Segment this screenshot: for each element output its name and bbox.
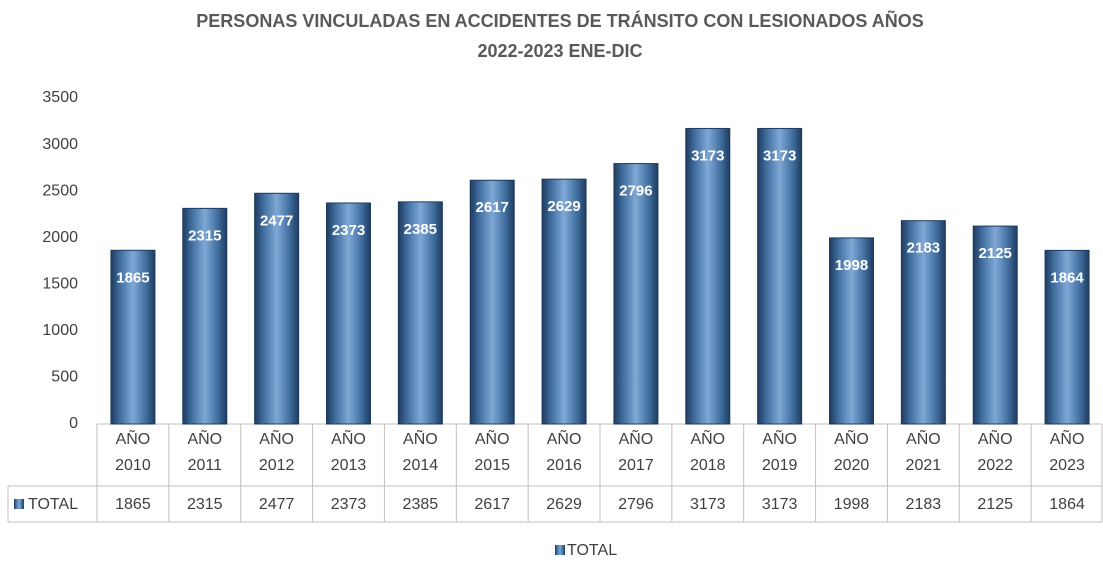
y-tick-label: 1500 <box>42 276 78 293</box>
legend-label: TOTAL <box>567 542 617 559</box>
y-tick-label: 1000 <box>42 322 78 339</box>
bar <box>972 225 1018 425</box>
x-tick-label-line: 2010 <box>115 457 151 474</box>
x-tick-label-line: 2017 <box>618 457 654 474</box>
table-cell: 2477 <box>259 496 295 513</box>
y-tick-label: 0 <box>69 415 78 432</box>
x-tick-label-line: 2011 <box>188 457 223 474</box>
x-tick-label-line: 2015 <box>474 457 510 474</box>
x-tick-label-line: AÑO <box>259 428 294 448</box>
x-tick-label: AÑO 2019 <box>762 428 798 474</box>
data-label: 1998 <box>835 257 868 274</box>
x-tick-label-line: AÑO <box>978 428 1013 448</box>
bar <box>829 237 874 425</box>
x-tick-label-line: 2013 <box>331 457 367 474</box>
x-tick-label: AÑO 2011 <box>187 428 222 474</box>
y-tick-label: 2000 <box>42 229 78 246</box>
x-tick-label: AÑO 2022 <box>977 428 1013 474</box>
bar <box>397 201 443 425</box>
x-tick-label: AÑO 2010 <box>115 428 151 474</box>
data-label: 2629 <box>547 198 580 215</box>
data-label: 2796 <box>619 183 652 200</box>
table-cell: 2373 <box>331 496 367 513</box>
x-tick-label: AÑO 2021 <box>906 428 942 474</box>
data-label: 2477 <box>260 212 293 229</box>
x-tick-label: AÑO 2020 <box>834 428 870 474</box>
x-tick-label-line: 2016 <box>546 457 582 474</box>
bar <box>685 127 731 425</box>
y-tick-label: 500 <box>51 369 78 386</box>
x-tick-label: AÑO 2013 <box>331 428 367 474</box>
table-cell: 3173 <box>690 496 726 513</box>
x-tick-label: AÑO 2018 <box>690 428 726 474</box>
x-tick-label-line: AÑO <box>619 428 654 448</box>
x-tick-label-line: AÑO <box>403 428 438 448</box>
table-cell: 1998 <box>834 496 870 513</box>
y-tick-label: 3500 <box>42 89 78 106</box>
x-tick-label-line: AÑO <box>906 428 941 448</box>
data-label: 3173 <box>691 147 724 164</box>
table-cell: 2315 <box>187 496 223 513</box>
x-tick-label: AÑO 2016 <box>546 428 582 474</box>
x-tick-label-line: AÑO <box>547 428 582 448</box>
table-cell: 1864 <box>1049 496 1085 513</box>
x-tick-label-line: 2021 <box>906 457 942 474</box>
x-tick-label-line: AÑO <box>834 428 869 448</box>
bar <box>900 220 946 425</box>
legend-key <box>14 499 24 509</box>
legend-key <box>555 545 565 555</box>
table-cell: 1865 <box>115 496 151 513</box>
x-tick-label-line: 2014 <box>403 457 439 474</box>
data-label: 2373 <box>332 222 365 239</box>
bar <box>326 202 371 425</box>
x-tick-label-line: 2020 <box>834 457 870 474</box>
bar <box>541 178 587 425</box>
x-tick-label-line: AÑO <box>1050 428 1085 448</box>
bar <box>110 249 156 425</box>
table-cell: 2796 <box>618 496 654 513</box>
data-label: 2385 <box>404 221 437 238</box>
data-label: 1865 <box>116 269 149 286</box>
data-label: 2125 <box>979 245 1012 262</box>
x-tick-label-line: AÑO <box>762 428 797 448</box>
bar <box>254 192 300 425</box>
x-tick-label-line: 2018 <box>690 457 726 474</box>
table-cell: 2617 <box>474 496 510 513</box>
table-cell: 2385 <box>403 496 439 513</box>
data-label: 3173 <box>763 147 796 164</box>
bar <box>469 179 515 425</box>
x-tick-label-line: AÑO <box>187 428 222 448</box>
data-label: 2183 <box>907 240 940 257</box>
x-tick-label-line: 2012 <box>259 457 295 474</box>
x-tick-label: AÑO 2023 <box>1049 428 1085 474</box>
x-tick-label-line: 2019 <box>762 457 798 474</box>
chart-title: 2022-2023 ENE-DIC <box>477 41 642 61</box>
table-row-label: TOTAL <box>28 496 78 513</box>
x-tick-label-line: AÑO <box>690 428 725 448</box>
table-cell: 2183 <box>906 496 942 513</box>
bar <box>1044 249 1090 425</box>
data-label: 1864 <box>1050 269 1084 286</box>
x-tick-label-line: 2023 <box>1049 457 1085 474</box>
table-cell: 3173 <box>762 496 798 513</box>
y-tick-label: 3000 <box>42 136 78 153</box>
table-cell: 2125 <box>977 496 1013 513</box>
x-tick-label: AÑO 2012 <box>259 428 295 474</box>
x-tick-label: AÑO 2017 <box>618 428 654 474</box>
x-tick-label-line: AÑO <box>475 428 510 448</box>
bar <box>182 207 228 425</box>
x-tick-label-line: 2022 <box>977 457 1013 474</box>
x-tick-label-line: AÑO <box>331 428 366 448</box>
bar <box>757 127 803 425</box>
x-tick-label: AÑO 2014 <box>403 428 439 474</box>
data-label: 2617 <box>476 199 509 216</box>
y-tick-label: 2500 <box>42 182 78 199</box>
table-cell: 2629 <box>546 496 582 513</box>
x-tick-label-line: AÑO <box>116 428 151 448</box>
bar <box>613 163 659 425</box>
chart-title: PERSONAS VINCULADAS EN ACCIDENTES DE TRÁ… <box>196 10 923 31</box>
x-tick-label: AÑO 2015 <box>474 428 510 474</box>
data-label: 2315 <box>188 227 221 244</box>
